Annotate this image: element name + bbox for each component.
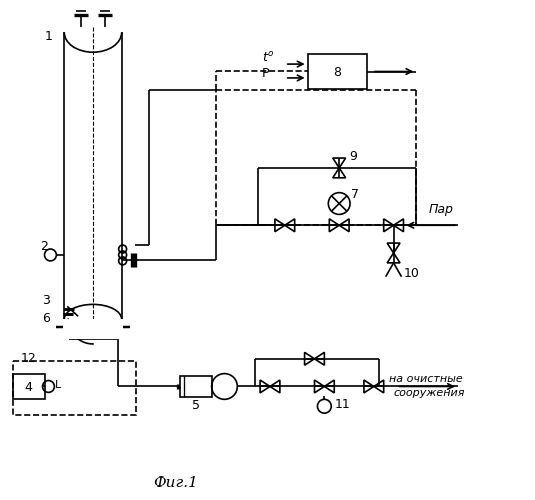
Text: 11: 11 — [334, 398, 350, 411]
Text: 6: 6 — [42, 312, 50, 325]
Text: $t^o$: $t^o$ — [262, 51, 275, 65]
Bar — [180, 376, 212, 398]
Text: 9: 9 — [349, 150, 357, 163]
Bar — [308, 54, 367, 89]
Text: сооружения: сооружения — [394, 388, 465, 398]
Text: 8: 8 — [333, 66, 341, 79]
Text: 3: 3 — [42, 294, 50, 308]
Bar — [13, 374, 44, 400]
Text: 7: 7 — [351, 188, 359, 200]
Text: 4: 4 — [25, 381, 33, 394]
Text: Пар: Пар — [428, 204, 453, 216]
Text: 1: 1 — [44, 30, 52, 44]
Bar — [63, 319, 123, 339]
Text: P: P — [262, 67, 270, 80]
Text: Фиг.1: Фиг.1 — [154, 476, 198, 490]
Text: 5: 5 — [192, 399, 200, 412]
Text: на очистные: на очистные — [388, 374, 462, 384]
Text: 12: 12 — [21, 352, 36, 364]
Text: L: L — [55, 380, 60, 390]
Text: 10: 10 — [403, 266, 419, 280]
Text: 2: 2 — [41, 240, 49, 253]
Bar — [13, 361, 136, 415]
